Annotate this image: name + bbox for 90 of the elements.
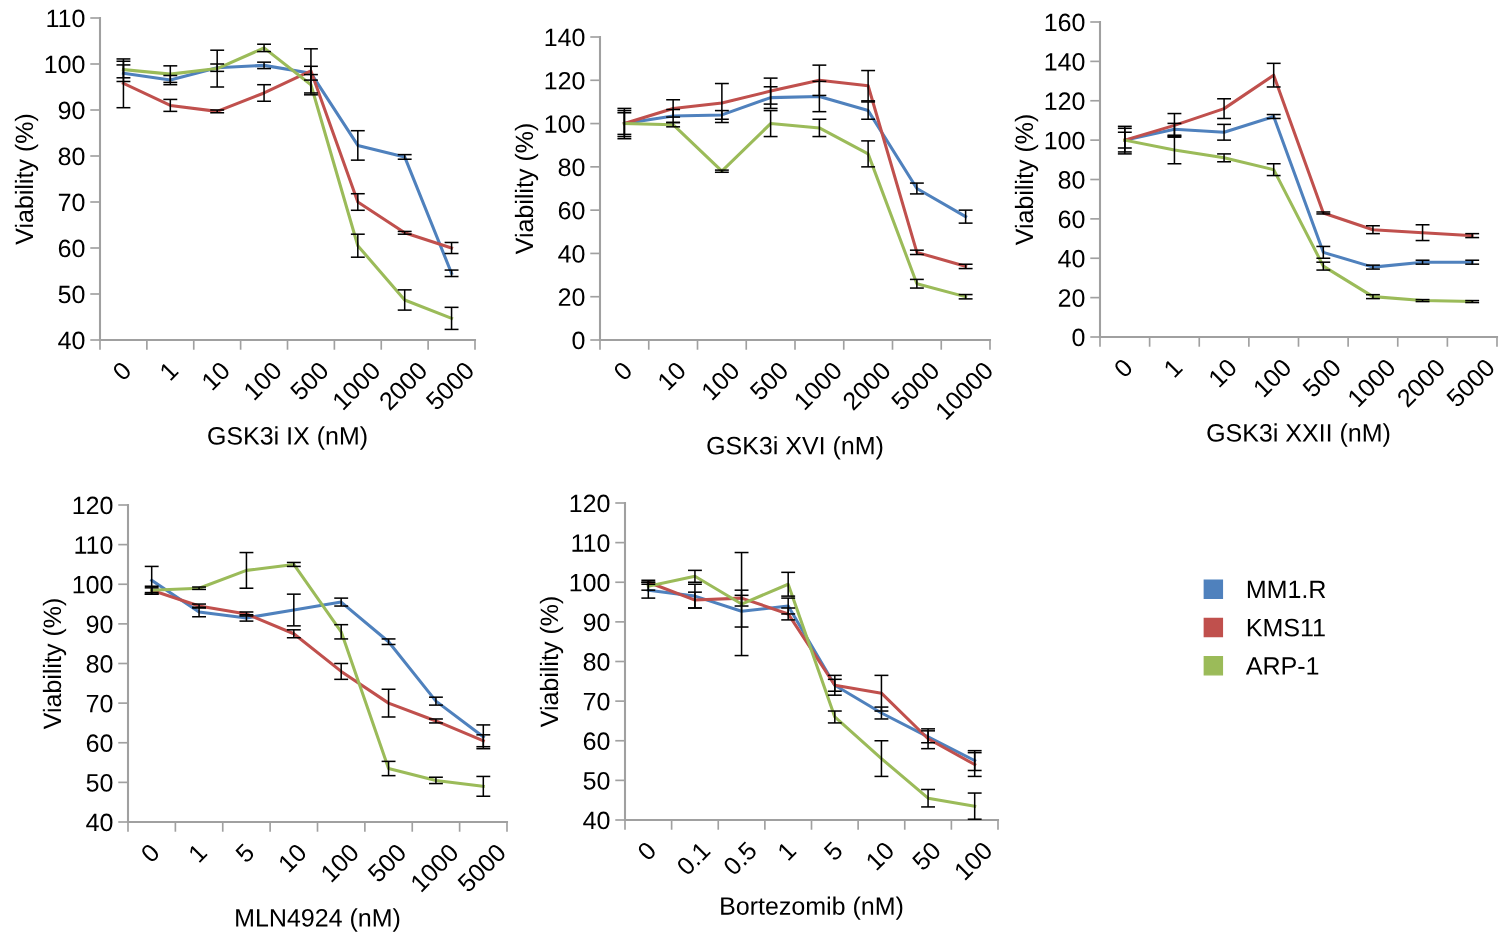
y-tick-label: 20 <box>1058 289 1085 307</box>
y-tick-label: 100 <box>73 575 113 594</box>
x-tick-label: 0.5 <box>722 840 758 877</box>
y-tick-label: 140 <box>545 28 585 47</box>
x-tick-label: 10 <box>1207 357 1238 388</box>
y-tick-label: 70 <box>58 193 85 212</box>
y-axis-title: Viability (%) <box>14 114 39 245</box>
line-series <box>150 562 485 788</box>
x-tick-label: 500 <box>289 360 330 402</box>
y-tick-label: 100 <box>1045 131 1085 150</box>
x-tick-label: 1 <box>187 842 208 863</box>
y-tick-label: 70 <box>583 692 610 711</box>
y-tick-label: 60 <box>58 239 85 258</box>
y-tick-label: 140 <box>1045 52 1085 71</box>
x-tick-label: 100 <box>1252 357 1293 398</box>
x-tick-label: 1 <box>159 360 179 381</box>
x-tick-label: 100 <box>320 842 360 883</box>
y-tick-label: 90 <box>583 613 610 632</box>
line-series <box>1123 73 1474 238</box>
x-tick-label: 1 <box>1163 357 1184 378</box>
y-tick-label: 110 <box>572 534 610 552</box>
x-axis-title: Bortezomib (nM) <box>721 896 903 920</box>
x-tick-label: 10 <box>277 842 308 873</box>
y-tick-label: 0 <box>572 331 585 350</box>
x-tick-label: 100 <box>242 360 283 401</box>
legend-label: MM1.R <box>1247 580 1326 598</box>
legend-label: KMS11 <box>1247 618 1325 637</box>
y-tick-label: 80 <box>1058 171 1085 189</box>
y-tick-label: 110 <box>75 536 113 554</box>
y-tick-label: 100 <box>570 573 610 592</box>
y-tick-label: 80 <box>58 147 85 166</box>
x-tick-label: 5 <box>234 842 256 864</box>
legend-label: ARP-1 <box>1245 657 1319 675</box>
line-series <box>1123 138 1474 304</box>
line-series <box>622 122 968 299</box>
y-tick-label: 120 <box>73 496 113 515</box>
y-axis-title: Viability (%) <box>539 597 564 728</box>
x-tick-label: 500 <box>748 360 790 402</box>
y-tick-label: 60 <box>1058 210 1085 229</box>
line-series <box>121 46 454 320</box>
y-tick-label: 40 <box>583 811 610 830</box>
y-tick-label: 60 <box>86 734 113 753</box>
y-tick-label: 40 <box>86 813 113 832</box>
y-tick-label: 40 <box>558 245 585 263</box>
y-axis-title: Viability (%) <box>514 124 539 255</box>
y-tick-label: 160 <box>1045 13 1085 32</box>
y-tick-label: 0 <box>1072 328 1085 347</box>
y-tick-label: 120 <box>545 71 585 90</box>
x-tick-label: 500 <box>1301 357 1343 399</box>
y-tick-label: 40 <box>1058 249 1085 268</box>
y-tick-label: 70 <box>86 694 113 713</box>
y-tick-label: 100 <box>45 55 85 74</box>
y-tick-label: 80 <box>583 653 610 671</box>
y-tick-label: 50 <box>86 773 113 792</box>
y-axis-title: Viability (%) <box>42 599 67 730</box>
x-tick-label: 0 <box>111 360 133 382</box>
x-tick-label: 0.1 <box>675 840 712 877</box>
y-tick-label: 50 <box>583 771 610 790</box>
x-tick-label: 100 <box>953 840 994 881</box>
y-tick-label: 80 <box>86 655 113 673</box>
x-tick-label: 10 <box>656 360 688 391</box>
x-tick-label: 10 <box>865 840 896 871</box>
y-tick-label: 110 <box>47 9 85 28</box>
x-tick-label: 0 <box>1112 357 1134 379</box>
x-tick-label: 500 <box>366 842 408 884</box>
y-axis-title: Viability (%) <box>1014 115 1039 246</box>
x-tick-label: 10 <box>200 360 232 391</box>
line-series <box>646 574 977 808</box>
x-tick-label: 0 <box>636 840 658 862</box>
x-tick-label: 5 <box>823 840 844 862</box>
y-tick-label: 40 <box>58 331 85 350</box>
y-tick-label: 120 <box>570 494 610 513</box>
y-tick-label: 90 <box>86 615 113 634</box>
y-tick-label: 60 <box>558 201 585 220</box>
x-tick-label: 50 <box>911 840 942 872</box>
y-tick-label: 100 <box>545 115 585 133</box>
y-tick-label: 90 <box>58 101 85 120</box>
x-axis-title: GSK3i XXII (nM) <box>1207 423 1390 447</box>
x-axis-title: GSK3i XVI (nM) <box>707 436 883 460</box>
y-tick-label: 50 <box>58 285 85 304</box>
y-tick-label: 20 <box>558 288 585 307</box>
y-tick-label: 120 <box>1045 92 1085 111</box>
x-axis-title: GSK3i IX (nM) <box>208 426 367 450</box>
x-tick-label: 100 <box>700 360 741 401</box>
y-tick-label: 60 <box>583 732 610 751</box>
x-tick-label: 0 <box>612 360 634 382</box>
x-tick-label: 1 <box>777 840 797 861</box>
x-tick-label: 0 <box>139 842 161 864</box>
y-tick-label: 80 <box>558 158 585 177</box>
x-axis-title: MLN4924 (nM) <box>236 908 400 932</box>
